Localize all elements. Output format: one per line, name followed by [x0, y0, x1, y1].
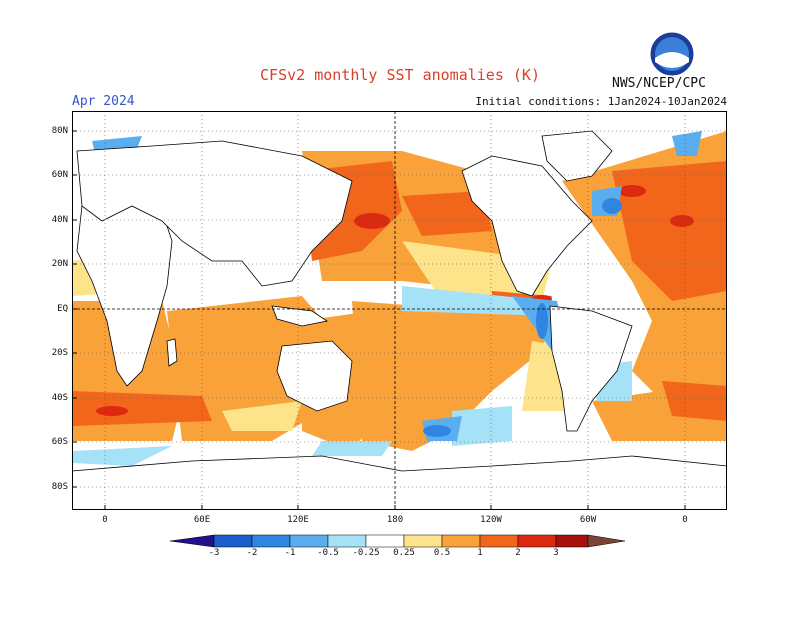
- colorbar-bin-8: [479, 534, 519, 548]
- colorbar-tick-label: 0.25: [393, 548, 415, 558]
- lat-label-80s: 80S: [51, 482, 68, 492]
- forecast-month: Apr 2024: [72, 94, 135, 109]
- lat-label-eq: EQ: [57, 304, 68, 314]
- colorbar-max-arrow: [587, 534, 626, 548]
- sst-anomaly-map: [72, 111, 727, 510]
- landmass-south-america: [549, 305, 633, 432]
- lon-label-0-east: 0: [682, 515, 688, 525]
- colorbar: [170, 534, 626, 548]
- colorbar-bin-3: [289, 534, 329, 548]
- colorbar-bin-1: [213, 534, 253, 548]
- colorbar-min-arrow: [170, 534, 215, 548]
- equator-and-dateline: [72, 111, 727, 510]
- colorbar-tick-label: 0.5: [433, 548, 451, 558]
- lon-label-180: 180: [386, 515, 404, 525]
- lat-label-60n: 60N: [51, 170, 68, 180]
- lat-label-20s: 20S: [51, 348, 68, 358]
- lat-label-40s: 40S: [51, 393, 68, 403]
- colorbar-tick-label: -1: [284, 548, 296, 558]
- lat-label-60s: 60S: [51, 437, 68, 447]
- lon-label-60e: 60E: [193, 515, 211, 525]
- lon-label-60w: 60W: [579, 515, 597, 525]
- colorbar-bin-6: [403, 534, 443, 548]
- strong-cool-spots: [423, 198, 622, 437]
- colorbar-tick-label: -0.25: [352, 548, 380, 558]
- colorbar-bin-9: [517, 534, 557, 548]
- landmass-madagascar: [166, 338, 178, 367]
- initial-conditions: Initial conditions: 1Jan2024-10Jan2024: [475, 95, 727, 108]
- map-frame: [72, 111, 727, 510]
- colorbar-bin-4: [327, 534, 367, 548]
- chart-title: CFSv2 monthly SST anomalies (K): [260, 66, 540, 84]
- colorbar-tick-label: 2: [515, 548, 521, 558]
- colorbar-tick-label: 1: [477, 548, 483, 558]
- landmass-australia: [276, 340, 353, 412]
- continent-outlines: [72, 130, 727, 510]
- lat-label-40n: 40N: [51, 215, 68, 225]
- lat-label-20n: 20N: [51, 259, 68, 269]
- colorbar-tick-label: -2: [246, 548, 258, 558]
- agency-label: NWS/NCEP/CPC: [612, 76, 706, 91]
- landmass-eurasia: [76, 140, 353, 287]
- colorbar-bin-5: [365, 534, 405, 548]
- landmass-antarctica: [72, 455, 727, 510]
- landmass-north-america: [461, 155, 593, 297]
- colorbar-bin-2: [251, 534, 291, 548]
- colorbar-tick-label: -3: [208, 548, 220, 558]
- lat-label-80n: 80N: [51, 126, 68, 136]
- colorbar-tick-label: -0.5: [317, 548, 339, 558]
- colorbar-bin-10: [555, 534, 589, 548]
- lon-label-120w: 120W: [480, 515, 502, 525]
- lon-label-0: 0: [102, 515, 108, 525]
- lon-label-120e: 120E: [287, 515, 309, 525]
- colorbar-bin-7: [441, 534, 481, 548]
- landmass-indonesia: [271, 305, 329, 327]
- colorbar-tick-label: 3: [553, 548, 559, 558]
- noaa-logo-icon: [650, 32, 694, 76]
- lat-lon-grid: [72, 111, 727, 510]
